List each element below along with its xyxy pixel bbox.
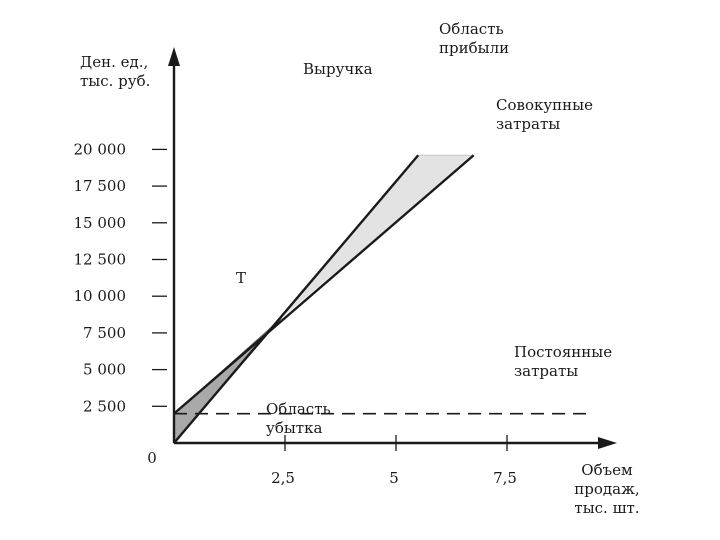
ticks: 2 500 5 000 7 500 10 000 12 500 15 000 17 500 2… xyxy=(74,140,517,487)
x-axis-label-line-2: продаж, xyxy=(574,480,639,498)
y-tick-label-1: 2 500 xyxy=(83,397,126,415)
break-even-label: T xyxy=(236,269,246,287)
x-tick-label-2: 5 xyxy=(389,469,399,487)
x-axis-label-line-3: тыс. шт. xyxy=(574,499,639,517)
x-tick-label-3: 7,5 xyxy=(493,469,517,487)
y-tick-label-4: 10 000 xyxy=(74,287,127,305)
y-tick-label-7: 17 500 xyxy=(74,177,127,195)
x-axis-label-line-1: Объем xyxy=(581,461,633,479)
y-tick-label-5: 12 500 xyxy=(74,251,127,269)
y-axis-label-line-1: Ден. ед., xyxy=(80,53,148,71)
revenue-line xyxy=(173,154,420,444)
profit-region-label-line-1: Область xyxy=(439,20,504,38)
y-tick-label-6: 15 000 xyxy=(74,214,127,232)
fixed-costs-label-line-2: затраты xyxy=(514,362,578,380)
total-costs-label-line-2: затраты xyxy=(496,115,560,133)
axes xyxy=(168,47,617,449)
total-costs-label-line-1: Совокупные xyxy=(496,96,593,114)
y-tick-label-2: 5 000 xyxy=(83,361,126,379)
loss-region-label-line-1: Область xyxy=(266,400,331,418)
y-tick-label-3: 7 500 xyxy=(83,324,126,342)
x-tick-label-1: 2,5 xyxy=(271,469,295,487)
series-lines xyxy=(173,154,587,444)
profit-region-label-line-2: прибыли xyxy=(439,39,509,57)
y-axis-label-line-2: тыс. руб. xyxy=(80,72,150,90)
revenue-label-line-1: Выручка xyxy=(303,60,373,78)
total-costs-line xyxy=(173,154,475,415)
y-axis-arrow xyxy=(168,47,180,66)
loss-region-label-line-2: убытка xyxy=(266,419,322,437)
origin-label: 0 xyxy=(147,449,157,467)
fixed-costs-label-line-1: Постоянные xyxy=(514,343,612,361)
y-tick-label-8: 20 000 xyxy=(74,140,127,158)
x-axis-arrow xyxy=(598,437,617,449)
